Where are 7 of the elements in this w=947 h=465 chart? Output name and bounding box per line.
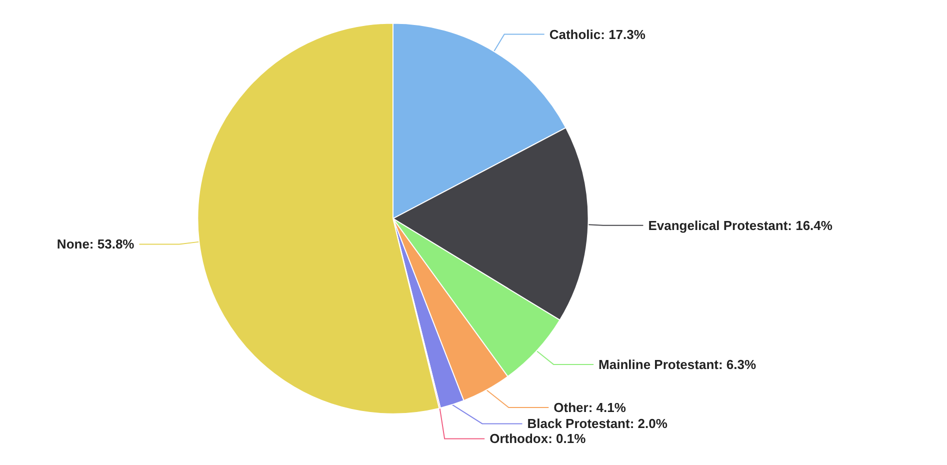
slice-label: Black Protestant: 2.0%	[527, 416, 668, 432]
slice-label: Catholic: 17.3%	[549, 26, 646, 42]
slice-label: Mainline Protestant: 6.3%	[598, 356, 756, 372]
slice-label: None: 53.8%	[56, 236, 135, 252]
slice-label: Orthodox: 0.1%	[490, 431, 586, 446]
slice-label: Other: 4.1%	[554, 400, 626, 416]
slice-label: Evangelical Protestant: 16.4%	[648, 218, 833, 233]
